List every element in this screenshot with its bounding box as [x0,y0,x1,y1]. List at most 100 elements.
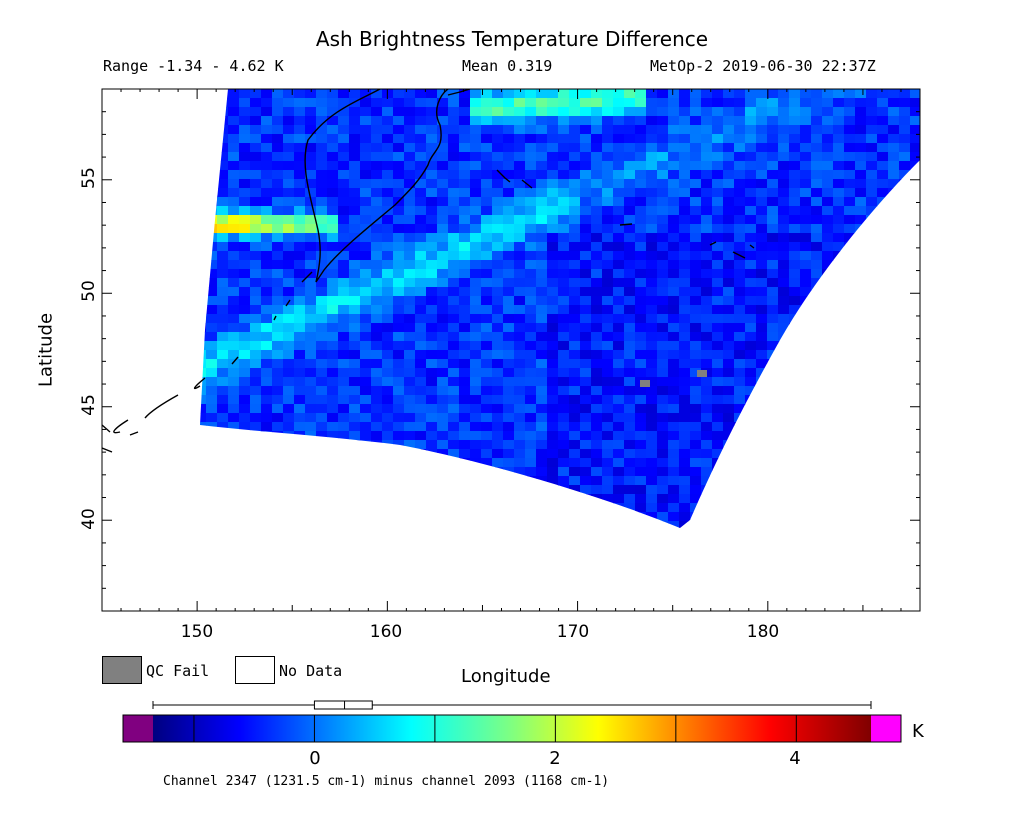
swath-pixel [382,134,394,144]
swath-pixel [613,224,625,234]
swath-pixel [701,143,713,153]
swath-pixel [811,224,823,234]
swath-pixel [569,260,581,270]
swath-pixel [503,260,515,270]
swath-pixel [558,152,570,162]
swath-pixel [294,296,306,306]
swath-pixel [646,98,658,108]
swath-pixel [415,224,427,234]
swath-pixel [349,107,361,117]
swath-pixel [855,197,867,207]
swath-pixel [393,440,405,450]
swath-pixel [514,314,526,324]
swath-pixel [217,161,229,171]
swath-pixel [646,305,658,315]
swath-pixel [613,422,625,432]
swath-pixel [503,359,515,369]
swath-pixel [349,305,361,315]
swath-pixel [217,170,229,180]
swath-pixel [294,422,306,432]
swath-pixel [745,341,757,351]
swath-pixel [492,152,504,162]
swath-pixel [613,494,625,504]
swath-pixel [481,170,493,180]
swath-pixel [492,431,504,441]
swath-pixel [382,179,394,189]
swath-pixel [580,332,592,342]
swath-pixel [261,422,273,432]
swath-pixel [393,323,405,333]
swath-pixel [228,170,240,180]
swath-pixel [338,341,350,351]
swath-pixel [624,179,636,189]
swath-pixel [591,458,603,468]
swath-pixel [569,89,581,99]
swath-pixel [778,278,790,288]
swath-pixel [415,179,427,189]
swath-pixel [272,98,284,108]
swath-pixel [492,332,504,342]
swath-pixel [217,242,229,252]
swath-pixel [624,134,636,144]
swath-pixel [734,125,746,135]
swath-pixel [272,197,284,207]
swath-pixel [283,188,295,198]
swath-pixel [591,242,603,252]
swath-pixel [756,323,768,333]
swath-pixel [272,134,284,144]
swath-pixel [756,179,768,189]
swath-pixel [437,440,449,450]
swath-pixel [272,170,284,180]
swath-pixel [525,395,537,405]
swath-pixel [833,197,845,207]
swath-pixel [250,305,262,315]
swath-pixel [514,440,526,450]
swath-pixel [866,188,878,198]
swath-pixel [448,341,460,351]
swath-pixel [371,242,383,252]
swath-pixel [514,368,526,378]
swath-pixel [734,386,746,396]
swath-pixel [338,179,350,189]
swath-pixel [217,305,229,315]
swath-pixel [811,206,823,216]
mean-stat: Mean 0.319 [462,57,553,75]
swath-pixel [690,242,702,252]
swath-pixel [338,413,350,423]
swath-pixel [261,224,273,234]
swath-pixel [723,287,735,297]
swath-pixel [855,152,867,162]
swath-pixel [459,215,471,225]
swath-pixel [360,323,372,333]
swath-pixel [404,440,416,450]
colorbar-units: K [912,721,924,742]
swath-pixel [525,377,537,387]
swath-pixel [514,278,526,288]
swath-pixel [855,89,867,99]
swath-pixel [250,242,262,252]
swath-pixel [393,206,405,216]
swath-pixel [635,242,647,252]
swath-pixel [503,386,515,396]
swath-pixel [624,206,636,216]
swath-pixel [657,224,669,234]
swath-pixel [206,278,218,288]
swath-pixel [492,242,504,252]
swath-pixel [613,440,625,450]
swath-pixel [426,260,438,270]
swath-pixel [602,233,614,243]
swath-pixel [448,314,460,324]
swath-pixel [679,242,691,252]
swath-pixel [833,224,845,234]
swath-pixel [426,179,438,189]
swath-pixel [778,269,790,279]
swath-pixel [624,215,636,225]
swath-pixel [646,188,658,198]
swath-pixel [492,134,504,144]
swath-pixel [602,143,614,153]
swath-pixel [646,359,658,369]
channel-footnote: Channel 2347 (1231.5 cm-1) minus channel… [163,774,610,789]
swath-pixel [360,413,372,423]
swath-pixel [371,134,383,144]
swath-pixel [492,458,504,468]
